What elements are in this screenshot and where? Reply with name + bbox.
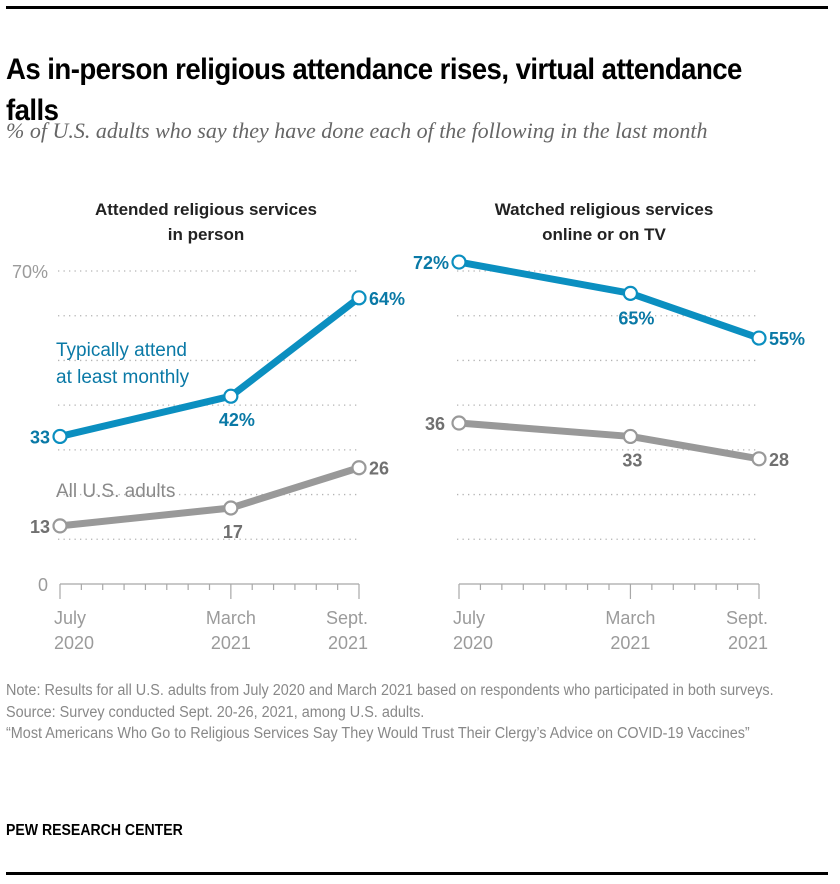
data-point — [223, 500, 239, 516]
series-line-monthly — [455, 258, 763, 342]
data-label: 28 — [769, 450, 789, 470]
data-label: 33 — [30, 427, 50, 447]
x-tick-label: 2020 — [54, 633, 94, 653]
data-label: 42% — [219, 410, 255, 430]
data-point — [351, 290, 367, 306]
data-label: 64% — [369, 289, 405, 309]
x-tick-label: March — [605, 608, 655, 628]
panel-title: Watched religious services — [495, 200, 714, 219]
note-text: Note: Results for all U.S. adults from J… — [6, 682, 774, 699]
data-label: 26 — [369, 459, 389, 479]
data-label: 13 — [30, 517, 50, 537]
data-point — [751, 451, 767, 467]
y-tick-label: 70% — [12, 262, 48, 282]
panel-title: online or on TV — [542, 225, 666, 244]
x-tick-label: March — [206, 608, 256, 628]
bottom-rule — [6, 872, 828, 875]
data-point — [223, 388, 239, 404]
x-tick-label: 2020 — [453, 633, 493, 653]
x-tick-label: 2021 — [211, 633, 251, 653]
source-text: Source: Survey conducted Sept. 20-26, 20… — [6, 703, 425, 721]
data-point — [451, 415, 467, 431]
x-tick-label: 2021 — [328, 633, 368, 653]
data-point — [351, 460, 367, 476]
x-tick-label: 2021 — [728, 633, 768, 653]
panel-title: Attended religious services — [95, 200, 317, 219]
pew-research-center-logo: PEW RESEARCH CENTER — [6, 822, 183, 839]
x-tick-label: Sept. — [326, 608, 368, 628]
data-label: 17 — [223, 522, 243, 542]
data-point — [52, 428, 68, 445]
chart-title: As in-person religious attendance rises,… — [6, 53, 742, 127]
data-label: 36 — [425, 414, 445, 434]
panel-title: in person — [168, 225, 245, 244]
data-point — [451, 254, 467, 270]
line-charts: Attended religious services in person 0 70%… — [12, 200, 805, 653]
data-point — [52, 518, 68, 534]
x-tick-label: Sept. — [726, 608, 768, 628]
data-label: 65% — [618, 308, 654, 328]
series-label-all-adults: All U.S. adults — [56, 481, 175, 502]
x-tick-label: July — [453, 608, 485, 628]
data-point — [751, 330, 767, 346]
data-label: 72% — [413, 253, 449, 273]
chart-subtitle: % of U.S. adults who say they have done … — [6, 118, 708, 143]
top-rule — [6, 6, 828, 9]
x-tick-label: July — [54, 608, 86, 628]
x-tick-label: 2021 — [610, 633, 650, 653]
series-label-monthly: Typically attend — [56, 340, 187, 361]
series-line-all-adults — [455, 419, 763, 463]
notes: Note: Results for all U.S. adults from J… — [6, 680, 778, 745]
series-label-monthly: at least monthly — [56, 367, 190, 388]
data-point — [622, 285, 639, 301]
data-point — [622, 428, 639, 445]
report-title: “Most Americans Who Go to Religious Serv… — [6, 725, 750, 742]
data-label: 55% — [769, 329, 805, 349]
data-label: 33 — [622, 450, 642, 470]
y-tick-label: 0 — [38, 575, 48, 595]
